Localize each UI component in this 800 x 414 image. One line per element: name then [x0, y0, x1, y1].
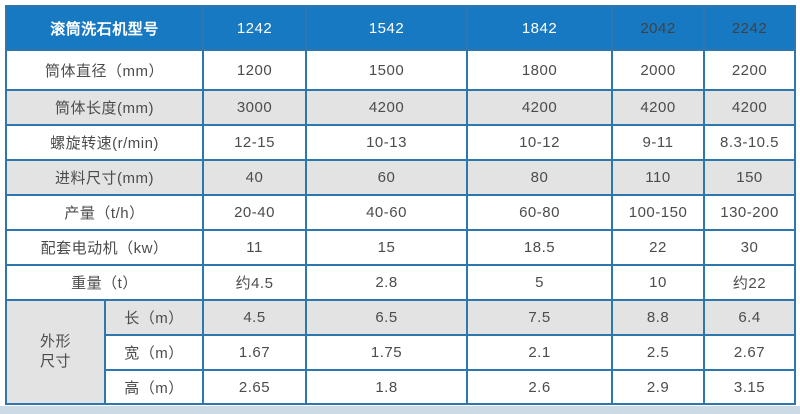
dimension-group-label: 外形 尺寸: [5, 299, 106, 405]
value-cell: 2.65: [202, 369, 308, 405]
value-cell: 150: [703, 159, 797, 196]
row-label: 配套电动机（kw）: [4, 229, 205, 266]
row-weight: 重量（t） 约4.5 2.8 5 10 约22: [4, 264, 797, 301]
value-cell: 40-60: [305, 194, 469, 231]
value-cell: 2.5: [611, 334, 706, 371]
row-label: 产量（t/h）: [4, 194, 205, 231]
value-cell: 1.67: [202, 334, 308, 371]
value-cell: 2200: [703, 49, 797, 91]
value-cell: 4200: [305, 89, 469, 126]
value-cell: 130-200: [703, 194, 797, 231]
table-title: 滚筒洗石机型号: [4, 5, 205, 51]
row-spiral-speed: 螺旋转速(r/min) 12-15 10-13 10-12 9-11 8.3-1…: [4, 124, 797, 161]
row-label: 进料尺寸(mm): [4, 159, 205, 196]
row-feed-size: 进料尺寸(mm) 40 60 80 110 150: [4, 159, 797, 196]
dimension-label-line2: 尺寸: [39, 353, 71, 370]
row-label: 筒体直径（mm）: [4, 49, 205, 91]
value-cell: 110: [611, 159, 706, 196]
value-cell: 80: [466, 159, 614, 196]
value-cell: 3.15: [703, 369, 797, 405]
value-cell: 10-12: [466, 124, 614, 161]
row-label: 长（m）: [103, 299, 205, 336]
value-cell: 8.3-10.5: [703, 124, 797, 161]
value-cell: 5: [466, 264, 614, 301]
value-cell: 约4.5: [202, 264, 308, 301]
row-dimension-height: 高（m） 2.65 1.8 2.6 2.9 3.15: [6, 369, 797, 405]
value-cell: 3000: [202, 89, 308, 126]
value-cell: 100-150: [611, 194, 706, 231]
header-row: 滚筒洗石机型号 1242 1542 1842 2042 2242: [4, 5, 797, 51]
row-motor-power: 配套电动机（kw） 11 15 18.5 22 30: [4, 229, 797, 266]
value-cell: 2.9: [611, 369, 706, 405]
value-cell: 4200: [466, 89, 614, 126]
value-cell: 2.6: [466, 369, 614, 405]
value-cell: 20-40: [202, 194, 308, 231]
value-cell: 7.5: [466, 299, 614, 336]
value-cell: 40: [202, 159, 308, 196]
value-cell: 1200: [202, 49, 308, 91]
value-cell: 60-80: [466, 194, 614, 231]
value-cell: 6.4: [703, 299, 797, 336]
value-cell: 22: [611, 229, 706, 266]
value-cell: 15: [305, 229, 469, 266]
value-cell: 9-11: [611, 124, 706, 161]
value-cell: 2.1: [466, 334, 614, 371]
row-dimension-width: 宽（m） 1.67 1.75 2.1 2.5 2.67: [6, 334, 797, 371]
value-cell: 6.5: [305, 299, 469, 336]
row-capacity: 产量（t/h） 20-40 40-60 60-80 100-150 130-20…: [4, 194, 797, 231]
value-cell: 30: [703, 229, 797, 266]
value-cell: 18.5: [466, 229, 614, 266]
model-header-2242: 2242: [703, 5, 797, 51]
value-cell: 11: [202, 229, 308, 266]
dimension-label-line1: 外形: [39, 332, 71, 350]
value-cell: 2.8: [305, 264, 469, 301]
row-dimension-length: 外形 尺寸 长（m） 4.5 6.5 7.5 8.8 6.4: [5, 299, 797, 405]
row-label: 重量（t）: [4, 264, 205, 301]
value-cell: 4200: [703, 89, 797, 126]
spec-table: 滚筒洗石机型号 1242 1542 1842 2042 2242 筒体直径（mm…: [4, 5, 797, 405]
row-drum-length: 筒体长度(mm) 3000 4200 4200 4200 4200: [4, 89, 797, 126]
value-cell: 1500: [305, 49, 469, 91]
value-cell: 2000: [611, 49, 706, 91]
value-cell: 12-15: [202, 124, 308, 161]
model-header-1842: 1842: [466, 5, 614, 51]
model-header-2042: 2042: [611, 5, 706, 51]
value-cell: 4.5: [202, 299, 308, 336]
row-label: 宽（m）: [103, 334, 205, 371]
model-header-1542: 1542: [305, 5, 469, 51]
value-cell: 1.8: [305, 369, 469, 405]
value-cell: 1800: [466, 49, 614, 91]
row-label: 高（m）: [103, 369, 205, 405]
row-label: 筒体长度(mm): [4, 89, 205, 126]
model-header-1242: 1242: [202, 5, 308, 51]
row-drum-diameter: 筒体直径（mm） 1200 1500 1800 2000 2200: [4, 49, 797, 91]
value-cell: 2.67: [703, 334, 797, 371]
value-cell: 8.8: [611, 299, 706, 336]
value-cell: 10-13: [305, 124, 469, 161]
value-cell: 1.75: [305, 334, 469, 371]
value-cell: 4200: [611, 89, 706, 126]
value-cell: 约22: [703, 264, 797, 301]
row-label: 螺旋转速(r/min): [4, 124, 205, 161]
value-cell: 60: [305, 159, 469, 196]
bottom-strip: [0, 406, 800, 414]
value-cell: 10: [611, 264, 706, 301]
